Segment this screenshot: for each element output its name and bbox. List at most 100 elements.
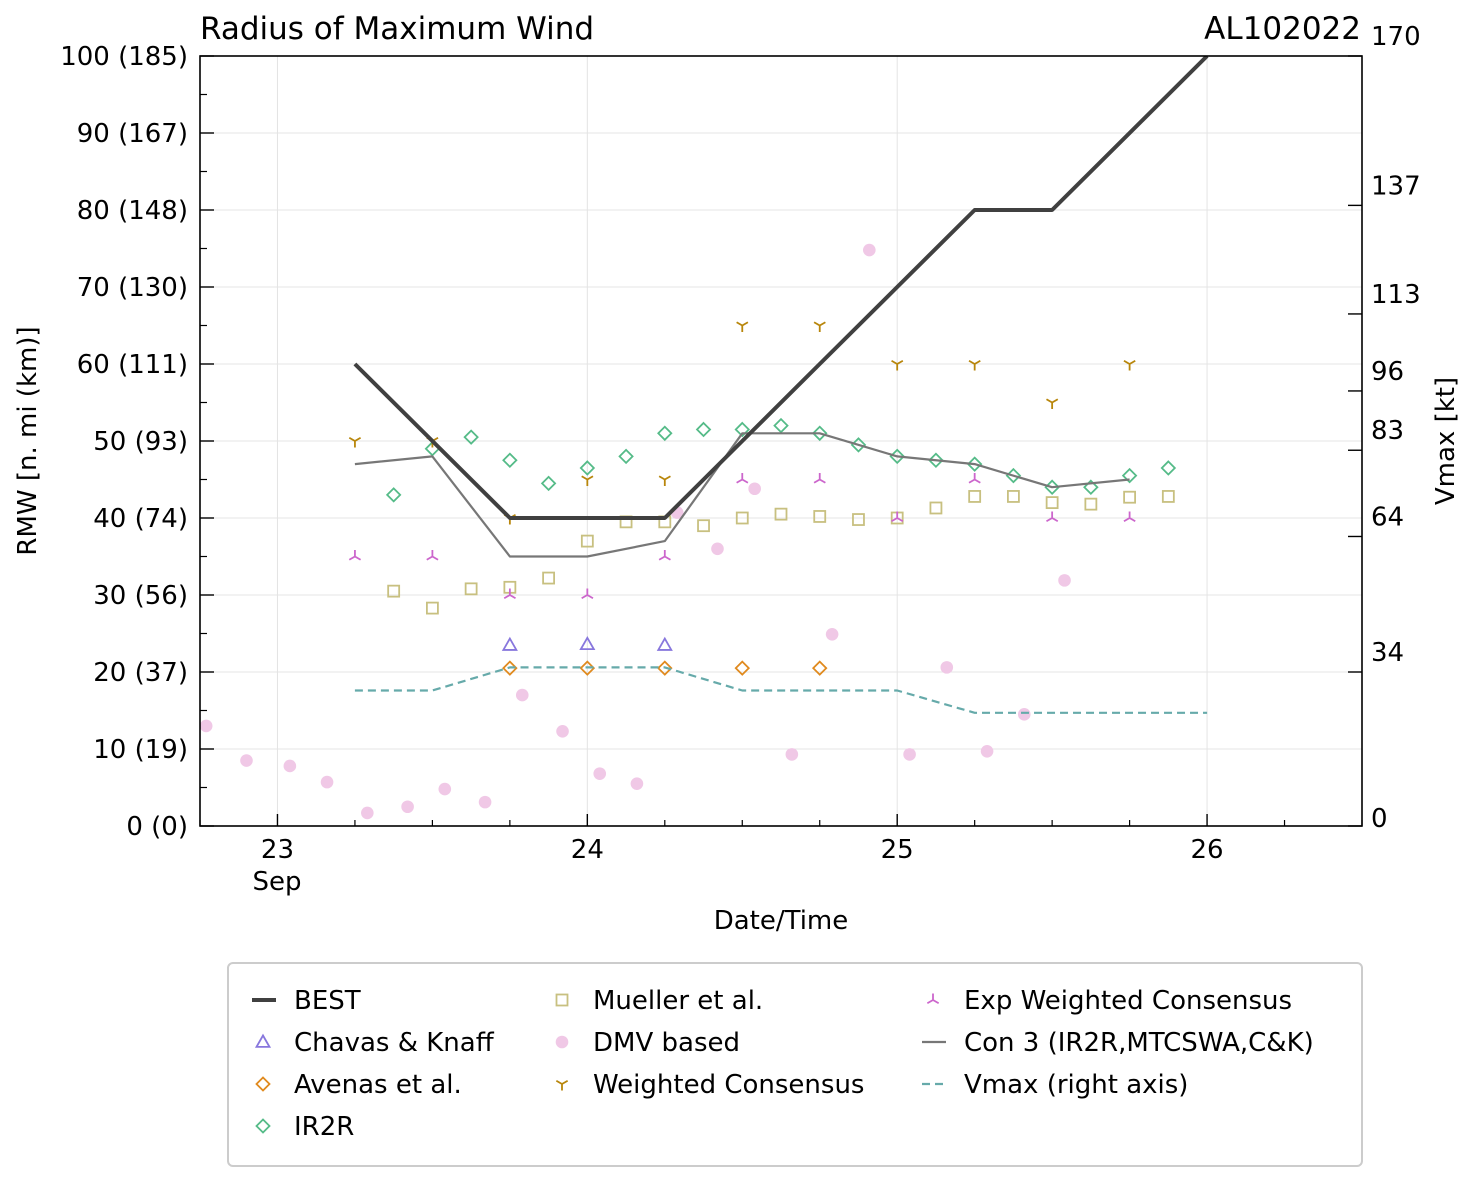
- series-ir2r: [385, 417, 1177, 503]
- series-weighted-consensus: [348, 321, 1136, 525]
- y-tick-label: 80 (148): [77, 196, 188, 226]
- legend-item-ir2r: IR2R: [255, 1112, 354, 1142]
- data-point-weighted-consensus: [658, 475, 671, 486]
- series-layer: [200, 56, 1209, 820]
- data-point-ir2r: [1121, 467, 1138, 484]
- data-point-chavas-knaff: [501, 636, 518, 651]
- legend-label: BEST: [294, 986, 361, 1016]
- data-point-dmv-based: [283, 759, 297, 773]
- data-point-mueller-et-al: [929, 501, 943, 515]
- y-tick-label: 60 (111): [77, 350, 188, 380]
- data-point-dmv-based: [401, 800, 414, 814]
- data-point-mueller-et-al: [735, 511, 749, 525]
- data-point-ir2r: [928, 452, 944, 469]
- data-point-ir2r: [579, 460, 596, 476]
- y-tick-label: 20 (37): [93, 658, 188, 688]
- data-point-ir2r: [385, 487, 402, 503]
- legend-label: Avenas et al.: [294, 1070, 462, 1100]
- y-right-tick-label: 113: [1371, 280, 1421, 310]
- data-point-avenas-et-al: [579, 660, 596, 676]
- data-point-ir2r: [1160, 460, 1177, 476]
- series-dmv-based: [200, 243, 1071, 820]
- legend-item-best: BEST: [252, 986, 361, 1016]
- data-point-ir2r: [773, 417, 789, 434]
- legend-box: [227, 962, 1363, 1167]
- legend-item-weighted-consensus: Weighted Consensus: [555, 1070, 864, 1100]
- data-point-dmv-based: [903, 748, 916, 761]
- data-point-dmv-based: [556, 724, 569, 738]
- legend-label: Con 3 (IR2R,MTCSWA,C&K): [964, 1028, 1314, 1058]
- y-tick-label: 90 (167): [77, 119, 188, 149]
- data-point-dmv-based: [361, 806, 374, 820]
- data-point-mueller-et-al: [1123, 490, 1136, 504]
- y-right-tick-label: 137: [1371, 171, 1421, 201]
- data-point-exp-weighted-consensus: [658, 550, 671, 561]
- data-point-ir2r: [657, 425, 673, 442]
- x-tick-label: 25: [881, 835, 914, 865]
- data-point-dmv-based: [1017, 708, 1031, 721]
- data-point-mueller-et-al: [968, 490, 982, 503]
- data-point-dmv-based: [200, 719, 213, 733]
- legend-item-dmv-based: DMV based: [555, 1028, 740, 1058]
- data-point-weighted-consensus: [1123, 359, 1136, 371]
- data-point-dmv-based: [240, 754, 253, 767]
- data-point-dmv-based: [785, 748, 799, 761]
- legend-label: DMV based: [593, 1028, 740, 1058]
- chart-title: Radius of Maximum Wind: [200, 11, 594, 47]
- data-point-weighted-consensus: [348, 436, 362, 448]
- legend-label: Chavas & Knaff: [294, 1028, 495, 1058]
- series-chavas-knaff: [501, 635, 673, 651]
- y-axis-label: RMW [n. mi (km)]: [13, 326, 43, 555]
- data-point-ir2r: [463, 429, 479, 445]
- gridlines: [200, 55, 1362, 827]
- data-point-exp-weighted-consensus: [891, 511, 904, 523]
- x-axis-label: Date/Time: [714, 906, 849, 936]
- series-line-vmax-right-axis: [354, 666, 1208, 714]
- x-tick-label: 26: [1191, 835, 1224, 865]
- y-right-tick-label: 64: [1371, 502, 1404, 532]
- data-point-ir2r: [1083, 479, 1099, 495]
- series-line-best: [353, 56, 1209, 520]
- legend-item-vmax-right-axis: Vmax (right axis): [922, 1070, 1188, 1100]
- data-point-weighted-consensus: [891, 359, 904, 371]
- data-point-weighted-consensus: [968, 359, 981, 371]
- data-point-mueller-et-al: [1007, 490, 1020, 503]
- legend-label: Vmax (right axis): [964, 1070, 1188, 1100]
- data-point-ir2r: [502, 452, 518, 469]
- data-point-dmv-based: [478, 795, 492, 809]
- legend-swatch: [555, 1035, 569, 1049]
- x-tick-label: 23: [261, 835, 294, 865]
- y-tick-label: 50 (93): [93, 427, 188, 457]
- data-point-ir2r: [966, 456, 983, 472]
- data-point-chavas-knaff: [579, 635, 596, 651]
- series-con-3-ir2r-mtcswa-c-k: [354, 432, 1130, 558]
- data-point-mueller-et-al: [542, 571, 555, 585]
- data-point-weighted-consensus: [813, 321, 826, 332]
- data-point-mueller-et-al: [1161, 490, 1175, 503]
- data-point-mueller-et-al: [774, 507, 788, 521]
- axes: 23 24 25 26 0 (0) 10 (19) 20 (37) 30 (56) 40 (74…: [60, 22, 1420, 865]
- y-axis-label-right: Vmax [kt]: [1431, 377, 1461, 505]
- data-point-exp-weighted-consensus: [348, 550, 362, 561]
- data-point-ir2r: [540, 475, 557, 492]
- data-point-exp-weighted-consensus: [1123, 511, 1136, 523]
- data-point-avenas-et-al: [734, 660, 751, 676]
- series-best: [353, 56, 1209, 520]
- data-point-ir2r: [618, 448, 634, 465]
- data-point-dmv-based: [1058, 574, 1071, 587]
- data-point-exp-weighted-consensus: [581, 588, 594, 600]
- y-right-tick-label: 0: [1371, 804, 1388, 834]
- legend-label: Mueller et al.: [593, 986, 763, 1016]
- data-point-mueller-et-al: [580, 534, 594, 548]
- data-point-dmv-based: [630, 777, 644, 790]
- y-tick-label: 70 (130): [77, 273, 188, 303]
- data-point-mueller-et-al: [387, 584, 401, 598]
- data-point-dmv-based: [825, 627, 839, 641]
- data-point-dmv-based: [515, 688, 529, 702]
- data-point-mueller-et-al: [464, 582, 478, 596]
- series-line-con-3-ir2r-mtcswa-c-k: [354, 432, 1130, 558]
- data-point-dmv-based: [593, 767, 607, 780]
- y-right-tick-label: 170: [1371, 22, 1421, 52]
- legend-swatch: [254, 1033, 272, 1048]
